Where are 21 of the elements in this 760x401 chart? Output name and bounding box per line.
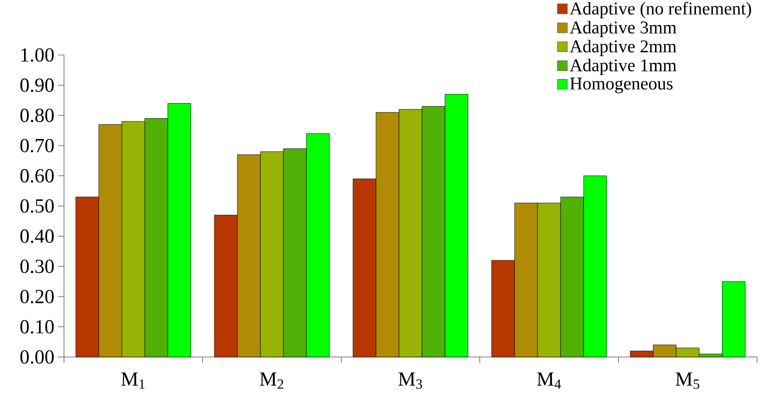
y-tick-label: 0.90 xyxy=(20,78,54,92)
y-tick-label: 0.40 xyxy=(20,229,54,243)
x-tick-label: M$_{2}$ xyxy=(260,372,284,389)
y-tick-label: 0.20 xyxy=(20,290,54,304)
y-tick-label: 1.00 xyxy=(21,48,54,62)
legend-label: Homogeneous xyxy=(570,78,673,94)
y-tick-label: 0.50 xyxy=(20,199,54,213)
y-tick-label: 0.30 xyxy=(20,260,54,274)
legend-label: Adaptive 2mm xyxy=(570,40,676,56)
y-tick-label: 0.60 xyxy=(20,169,54,183)
legend-label: Adaptive 1mm xyxy=(570,58,676,76)
legend-label: Adaptive 3mm xyxy=(570,20,676,38)
x-tick-label: M$_{4}$ xyxy=(537,372,561,389)
x-tick-label: M$_{1}$ xyxy=(121,372,145,389)
y-tick-label: 0.80 xyxy=(20,108,54,122)
y-tick-label: 0.00 xyxy=(20,350,54,364)
legend-label: Adaptive (no refinement) xyxy=(570,2,752,18)
y-tick-label: 0.70 xyxy=(20,138,54,152)
x-tick-label: M$_{5}$ xyxy=(676,372,700,389)
x-tick-label: M$_{3}$ xyxy=(398,372,422,389)
y-tick-label: 0.10 xyxy=(20,320,54,334)
